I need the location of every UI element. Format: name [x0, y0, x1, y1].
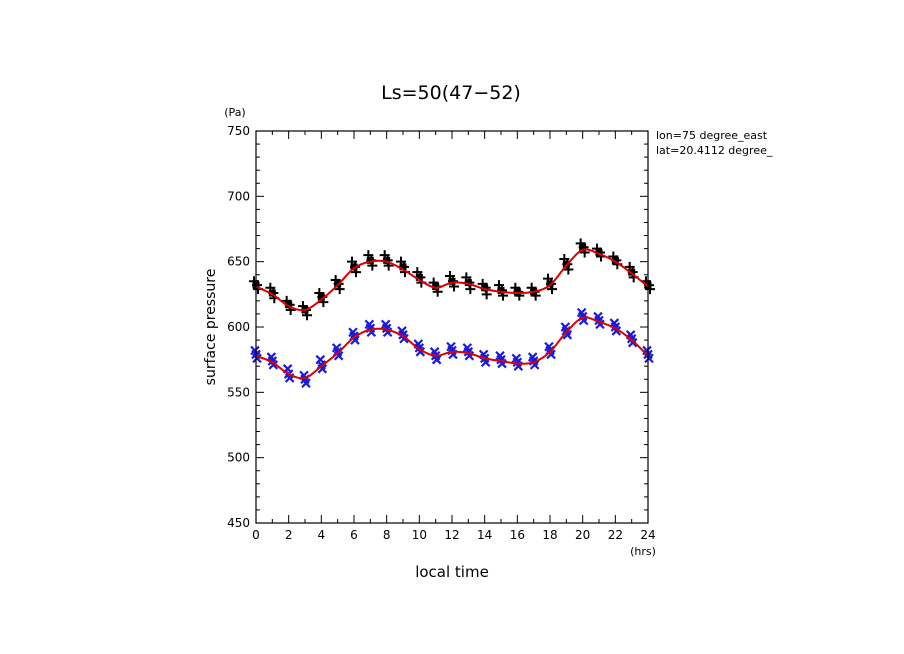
data-point-square [481, 284, 489, 292]
y-tick-label: 600 [227, 320, 250, 334]
y-tick-label: 750 [227, 124, 250, 138]
axis-ticks: 0 2 4 6 8 10 12 14 16 18 20 22 244505005506006507007… [227, 124, 656, 542]
data-point-square [464, 279, 472, 287]
y-tick-label: 500 [227, 451, 250, 465]
x-tick-label: 18 [542, 528, 557, 542]
annotation-lat: lat=20.4112 degree_ [656, 144, 773, 157]
fit-line [255, 316, 649, 380]
data-point-x [512, 357, 523, 368]
data-point-square [448, 277, 456, 285]
y-tick-label: 550 [227, 385, 250, 399]
x-tick-label: 2 [285, 528, 293, 542]
data-point-square [399, 263, 407, 271]
data-point-square [611, 256, 619, 264]
data-point-square [350, 263, 358, 271]
x-tick-label: 8 [383, 528, 391, 542]
plot-frame [255, 130, 649, 524]
data-point-square [497, 286, 505, 294]
x-tick-label: 16 [510, 528, 525, 542]
y-tick-label: 450 [227, 516, 250, 530]
data-point-square [579, 243, 587, 251]
data-point-square [268, 289, 276, 297]
x-tick-label: 12 [444, 528, 459, 542]
x-tick-label: 0 [252, 528, 260, 542]
data-point-square [432, 282, 440, 290]
x-tick-label: 22 [608, 528, 623, 542]
data-point-square [383, 256, 391, 264]
data-point-square [317, 293, 325, 301]
x-tick-label: 4 [318, 528, 326, 542]
data-point-square [513, 288, 521, 296]
x-axis-label: local time [415, 563, 489, 581]
x-tick-label: 20 [575, 528, 590, 542]
data-point-square [595, 249, 603, 257]
data-point-square [628, 268, 636, 276]
x-unit-label: (hrs) [630, 545, 656, 558]
x-tick-label: 10 [412, 528, 427, 542]
data-point-square [415, 273, 423, 281]
y-unit-label: (Pa) [224, 106, 245, 119]
data-marks [249, 238, 655, 388]
x-tick-label: 6 [350, 528, 358, 542]
fit-line [255, 248, 649, 312]
data-point-square [366, 256, 374, 264]
annotation-lon: lon=75 degree_east [656, 129, 768, 142]
x-tick-label: 24 [640, 528, 655, 542]
y-tick-label: 700 [227, 189, 250, 203]
data-point-square [285, 301, 293, 309]
y-axis-label: surface pressure [203, 269, 219, 386]
x-tick-label: 14 [477, 528, 492, 542]
chart-title: Ls=50(47−52) [381, 82, 521, 104]
y-tick-label: 650 [227, 255, 250, 269]
